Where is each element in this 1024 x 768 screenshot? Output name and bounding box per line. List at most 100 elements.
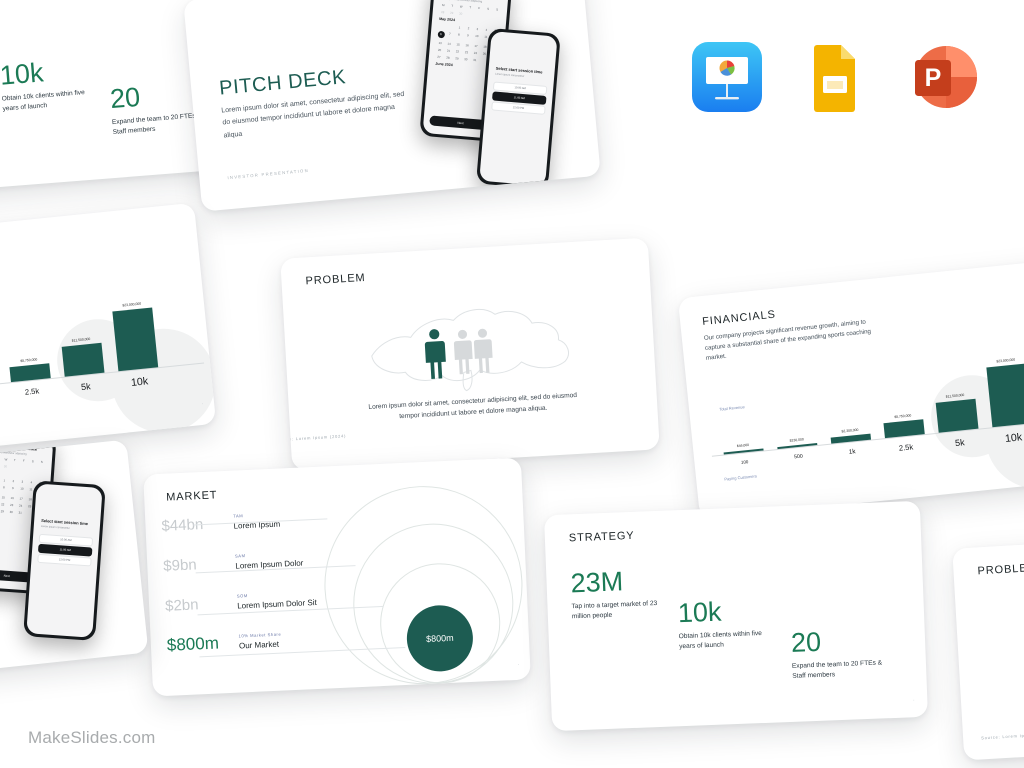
bar-item: $23,000,000 10k [112,302,159,389]
bar-category-label: 100 [740,459,749,465]
bar-value-label: $230,000 [789,437,804,443]
google-slides-icon[interactable] [798,40,872,114]
stat-block: 23M Tap into a target market of 23 milli… [570,566,664,623]
slide-problem-partial-right[interactable]: PROBLEM Source: Lorem Ipsum (2024) [952,527,1024,761]
slide-page-dot: · [913,697,916,703]
stat-text: Expand the team to 20 FTEs & Staff membe… [791,659,883,681]
bar: $11,500,000 [935,393,979,433]
bar-value-label: $46,000 [736,442,750,449]
stat-number: 10k [677,596,722,629]
bar: $23,000,000 [112,302,159,372]
phone-subheading: Lorem ipsum consectetur adipiscing [0,450,27,456]
slide-financials-partial-left[interactable]: FINANCIALS Our company projects signific… [0,202,217,464]
stat-text: Obtain 10k clients within five years of … [1,89,86,113]
market-amount: $9bn [162,556,198,575]
bar-value-label: $5,750,000 [20,357,38,364]
bar: $5,750,000 [9,357,51,383]
stat-number: 23M [570,566,624,599]
slide-title: STRATEGY [568,529,635,545]
bar-value-label: $11,500,000 [71,336,91,343]
slide-footer: INVESTOR PRESENTATION [227,167,310,181]
slide-strategy[interactable]: STRATEGY 23M Tap into a target market of… [543,500,929,732]
powerpoint-icon[interactable]: P [906,40,980,114]
slide-financials[interactable]: FINANCIALS Our company projects signific… [677,258,1024,520]
bar: $5,750,000 [883,413,925,439]
bar-category-label: 2.5k [24,386,40,397]
market-rings-diagram: $800m [193,481,531,689]
bar: $11,500,000 [61,337,105,377]
stat-text: Tap into a target market of 23 million p… [571,600,658,621]
stat-number: 20 [790,626,822,658]
market-label: Our Market [238,639,280,651]
phone-mockup-time-picker: Select start session time Lorem ipsum co… [23,480,106,641]
bar-item: $46,000 100 [723,443,764,465]
bar: $230,000 [777,437,818,450]
market-tag: SAM [234,553,246,559]
phone-subheading: Lorem ipsum consectetur [495,72,525,79]
calendar-selected-day[interactable]: 6 [437,30,445,39]
bar-item: $5,750,000 2.5k [9,357,51,397]
slide-title: FINANCIALS [701,308,777,328]
app-icon-row: P [690,40,990,120]
bar: $2,300,000 [830,428,872,444]
bar-item: $2,300,000 1k [830,428,872,456]
slide-title: MARKET [165,489,218,504]
bar: $46,000 [723,443,764,455]
bar-category-label: 1k [848,448,856,456]
slide-page-dot: · [201,400,205,406]
stat-number: 10k [0,57,45,91]
slide-market[interactable]: MARKET $44bn TAM Lorem Ipsum $9bn SAM Lorem I… [143,457,531,697]
bar-category-label: 5k [80,381,92,393]
bar-category-label: 10k [130,375,149,389]
svg-text:P: P [925,64,942,92]
bar-value-label: $23,000,000 [122,301,142,308]
bar: $23,000,000 [986,358,1024,428]
market-tag: SOM [236,593,248,599]
slide-problem[interactable]: PROBLEM [280,237,660,471]
phone-subheading: Lorem ipsum consectetur [40,524,70,530]
bar-series: $46,000 100 $230,000 500 $2,300,000 1k $5,750,… [705,355,1024,497]
bar-value-label: $2,300,000 [841,427,859,434]
bar-item: $23,000,000 10k [986,358,1024,445]
slide-pitch-deck[interactable]: PITCH DECK Lorem ipsum dolor sit amet, c… [183,0,601,212]
bar-category-label: 5k [954,437,966,449]
stat-block: 10k Obtain 10k clients within five years… [677,597,771,653]
stat-block: 10k Obtain 10k clients within five years… [0,56,95,115]
stat-block: 20 Expand the team to 20 FTEs & Staff me… [790,626,885,682]
slide-title: PROBLEM [305,271,366,288]
slide-body-text: Our company projects significant revenue… [0,260,14,309]
slide-source-note: Source: Lorem Ipsum (2024) [980,731,1024,741]
slide-pitch-deck-partial-bottomleft[interactable]: Select start session date Lorem ipsum co… [0,439,149,679]
stat-text: Obtain 10k clients within five years of … [678,630,763,651]
market-amount: $2bn [164,596,199,615]
market-amount: $800m [166,633,220,655]
person-icon-tertiary [473,328,493,374]
bar-chart: Total Revenue Paying Customers $46,00010… [0,299,217,442]
person-icon-primary [424,329,446,379]
slide-page-dot: · [517,661,521,667]
problem-illustration [283,284,656,405]
bar-item: $230,000 500 [777,437,818,460]
keynote-icon[interactable] [690,40,764,114]
slide-title: PROBLEM [977,561,1024,578]
calendar-month: May 2024 [0,470,45,478]
stat-number: 20 [108,81,142,115]
bar-value-label: $5,750,000 [894,413,912,420]
bar-item: $11,500,000 5k [935,393,979,448]
bar-category-label: 2.5k [898,442,914,453]
bar-value-label: $11,500,000 [945,392,965,399]
bar-category-label: 500 [793,453,804,461]
market-amount: $44bn [161,516,204,535]
market-tag: TAM [233,513,244,519]
bar-item: $11,500,000 5k [61,337,105,392]
watermark: MakeSlides.com [28,728,156,747]
bar-category-label: 10k [1004,431,1023,445]
bar-value-label: $23,000,000 [996,357,1016,364]
market-tag: 10% Market Share [238,631,282,639]
slide-source-note: Source: Lorem Ipsum (2024) [280,433,347,443]
bar-item: $5,750,000 2.5k [883,413,925,453]
phone-mockup-time-picker: Select start session time Lorem ipsum co… [475,27,561,190]
stat-text: Expand the team to 20 FTEs & Staff membe… [111,112,203,137]
